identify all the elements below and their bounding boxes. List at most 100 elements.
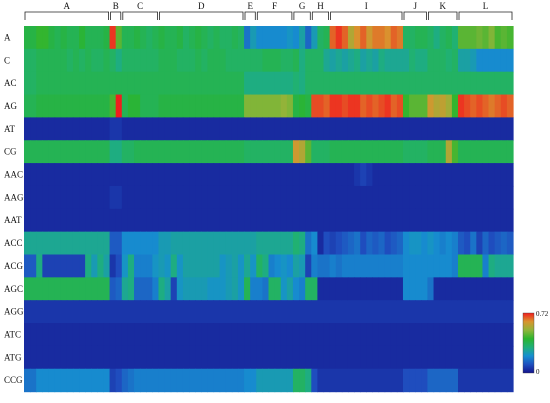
heatmap-cell — [415, 254, 422, 278]
heatmap-cell — [140, 48, 147, 73]
heatmap-cell — [189, 254, 196, 278]
heatmap-cell — [170, 48, 178, 73]
heatmap-cell — [60, 300, 68, 324]
heatmap-cell — [134, 71, 141, 96]
heatmap-cell — [213, 254, 221, 278]
heatmap-cell — [152, 323, 160, 347]
heatmap-cell — [164, 185, 172, 210]
heatmap-cell — [158, 71, 166, 96]
heatmap-cell — [66, 94, 74, 118]
group-label: A — [64, 1, 71, 11]
heatmap-cell — [500, 185, 508, 210]
heatmap-cell — [396, 163, 404, 187]
heatmap-cell — [176, 277, 184, 301]
heatmap-cell — [72, 140, 80, 164]
heatmap-cell — [146, 185, 153, 210]
heatmap-cell — [256, 323, 263, 347]
heatmap-cell — [372, 185, 380, 210]
heatmap-cell — [146, 71, 153, 96]
heatmap-cell — [500, 368, 508, 393]
heatmap-cell — [268, 163, 276, 187]
heatmap-cell — [335, 254, 343, 278]
heatmap-cell — [335, 117, 343, 141]
heatmap-cell — [189, 368, 196, 393]
heatmap-cell — [85, 71, 92, 96]
heatmap-cell — [54, 94, 62, 118]
heatmap-cell — [30, 185, 37, 210]
heatmap-cell — [237, 208, 245, 233]
heatmap-cell — [237, 231, 245, 256]
heatmap-cell — [176, 254, 184, 278]
heatmap-cell — [146, 231, 153, 256]
row-label: AG — [4, 101, 17, 111]
heatmap-cell — [189, 300, 196, 324]
heatmap-cell — [366, 26, 374, 50]
heatmap-cell — [323, 323, 331, 347]
heatmap-cell — [60, 323, 68, 347]
heatmap-cell — [464, 277, 471, 301]
heatmap-cell — [30, 323, 37, 347]
heatmap-cell — [109, 208, 117, 233]
heatmap-cell — [201, 163, 208, 187]
heatmap-cell — [134, 117, 141, 141]
heatmap-cell — [421, 48, 429, 73]
heatmap-cell — [182, 48, 190, 73]
heatmap-cell — [354, 300, 361, 324]
heatmap-cell — [329, 208, 337, 233]
heatmap-cell — [237, 117, 245, 141]
heatmap-cell — [250, 140, 257, 164]
heatmap-cell — [335, 48, 343, 73]
heatmap-cell — [286, 208, 294, 233]
heatmap-cell — [360, 163, 367, 187]
heatmap-cell — [91, 71, 98, 96]
heatmap-cell — [225, 208, 233, 233]
heatmap-cell — [146, 117, 153, 141]
colorbar-min-label: 0 — [536, 368, 540, 376]
group-bracket — [311, 11, 329, 20]
heatmap-cell — [213, 117, 221, 141]
heatmap-cell — [317, 254, 325, 278]
heatmap-cell — [457, 94, 465, 118]
heatmap-cell — [482, 231, 490, 256]
heatmap-cell — [305, 185, 312, 210]
heatmap-cell — [280, 185, 288, 210]
heatmap-cell — [323, 94, 331, 118]
heatmap-cell — [341, 163, 349, 187]
heatmap-cell — [415, 94, 422, 118]
heatmap-cell — [85, 163, 92, 187]
heatmap-cell — [109, 94, 117, 118]
heatmap-cell — [366, 71, 374, 96]
heatmap-cell — [189, 163, 196, 187]
heatmap-cell — [79, 345, 86, 370]
heatmap-cell — [152, 345, 160, 370]
heatmap-cell — [415, 117, 422, 141]
group-bracket — [330, 11, 403, 20]
heatmap-cell — [103, 300, 111, 324]
heatmap-cell — [225, 140, 233, 164]
heatmap-cell — [482, 254, 490, 278]
heatmap-cell — [30, 94, 37, 118]
heatmap-cell — [396, 208, 404, 233]
heatmap-cell — [482, 140, 490, 164]
heatmap-cell — [311, 254, 318, 278]
heatmap-cell — [109, 163, 117, 187]
heatmap-cell — [415, 277, 422, 301]
heatmap-cell — [176, 300, 184, 324]
heatmap-cell — [286, 71, 294, 96]
heatmap-cell — [115, 140, 123, 164]
heatmap-cell — [335, 345, 343, 370]
heatmap-cell — [91, 94, 98, 118]
heatmap-cell — [225, 300, 233, 324]
heatmap-cell — [311, 300, 318, 324]
heatmap-cell — [115, 163, 123, 187]
heatmap-cell — [354, 208, 361, 233]
heatmap-cell — [457, 163, 465, 187]
heatmap-cell — [164, 140, 172, 164]
heatmap-cell — [250, 117, 257, 141]
heatmap-cell — [299, 368, 306, 393]
heatmap-cell — [189, 345, 196, 370]
heatmap-cell — [488, 300, 496, 324]
heatmap-cell — [494, 48, 502, 73]
heatmap-cell — [213, 48, 221, 73]
heatmap-cell — [36, 163, 43, 187]
